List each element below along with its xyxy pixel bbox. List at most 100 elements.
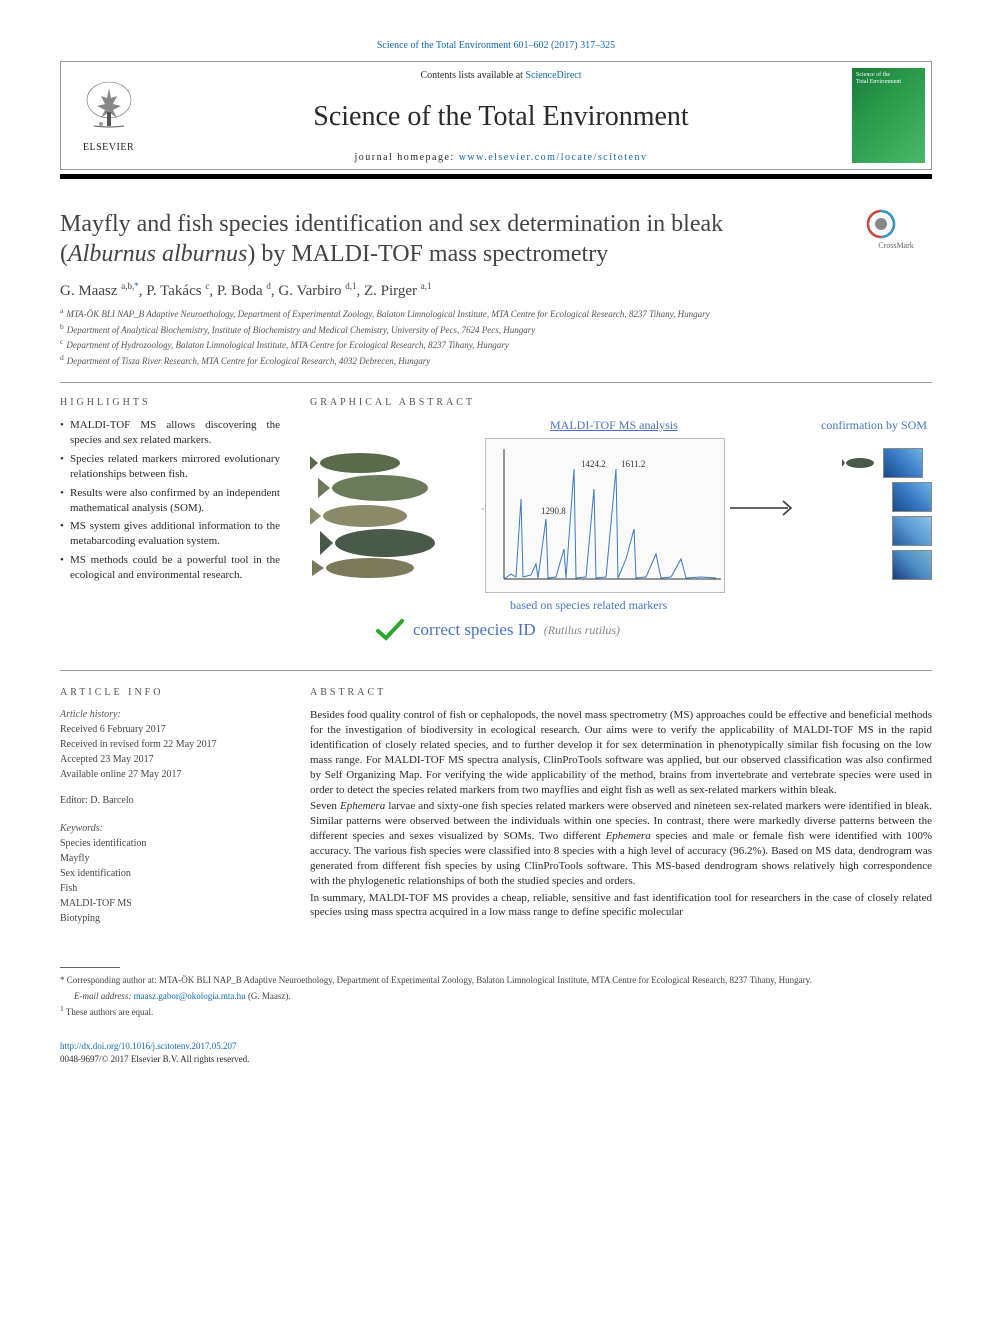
author-5-aff: a,1: [421, 281, 432, 291]
copyright-text: 0048-9697/© 2017 Elsevier B.V. All right…: [60, 1054, 249, 1064]
ga-based-label: based on species related markers: [510, 598, 667, 613]
highlight-item: MS system gives additional information t…: [60, 519, 280, 549]
author-3: P. Boda: [217, 283, 263, 299]
publisher-name: ELSEVIER: [83, 142, 134, 153]
graphical-abstract-heading: GRAPHICAL ABSTRACT: [310, 397, 932, 408]
keyword: Fish: [60, 882, 280, 896]
author-1: G. Maasz: [60, 283, 117, 299]
crossmark-badge[interactable]: CrossMark: [860, 209, 932, 250]
history-revised: Received in revised form 22 May 2017: [60, 738, 280, 752]
abstract-italic: Ephemera: [340, 800, 385, 812]
article-title: Mayfly and fish species identification a…: [60, 209, 840, 269]
homepage-prefix: journal homepage:: [354, 152, 458, 163]
graphical-abstract-figure: MALDI-TOF MS analysis 1290.8 1424.2 1611…: [310, 418, 932, 648]
email-author: (G. Maasz).: [248, 991, 291, 1001]
corresp-star: *: [60, 975, 65, 985]
editor-label: Editor:: [60, 795, 88, 806]
som-map-icon: [892, 516, 932, 546]
ga-som-label: confirmation by SOM: [821, 418, 927, 432]
svg-text:1290.8: 1290.8: [541, 506, 566, 516]
editor-name: D. Barcelo: [90, 795, 133, 806]
ga-maldi-label: MALDI-TOF MS analysis: [550, 418, 678, 433]
author-4: G. Varbiro: [278, 283, 341, 299]
keyword: MALDI-TOF MS: [60, 897, 280, 911]
arrow-icon: [728, 498, 798, 518]
keyword: Biotyping: [60, 912, 280, 926]
equal-sup: 1: [60, 1004, 64, 1013]
ga-correct-label: correct species ID: [413, 620, 536, 640]
doi-link[interactable]: http://dx.doi.org/10.1016/j.scitotenv.20…: [60, 1041, 237, 1051]
highlight-item: Results were also confirmed by an indepe…: [60, 486, 280, 516]
email-link[interactable]: maasz.gabor@okologia.mta.hu: [134, 991, 246, 1001]
highlight-item: MS methods could be a powerful tool in t…: [60, 553, 280, 583]
highlight-item: MALDI-TOF MS allows discovering the spec…: [60, 418, 280, 448]
elsevier-tree-icon: [79, 78, 139, 138]
author-1-aff: a,b,: [121, 281, 134, 291]
affiliations: aMTA-ÖK BLI NAP_B Adaptive Neuroethology…: [60, 306, 932, 383]
aff-b: Department of Analytical Biochemistry, I…: [67, 325, 536, 335]
title-paren: (: [60, 241, 68, 267]
footnote-rule: [60, 967, 120, 968]
som-map-icon: [892, 482, 932, 512]
title-species: Alburnus alburnus: [68, 241, 247, 267]
fish-icon: [842, 456, 877, 471]
fish-icon: [310, 448, 475, 578]
aff-c: Department of Hydrozoology, Balaton Limn…: [66, 340, 508, 350]
corresp-text: Corresponding author at: MTA-ÖK BLI NAP_…: [67, 975, 812, 985]
abstract-italic: Ephemera: [606, 830, 651, 842]
checkmark-icon: [375, 618, 405, 642]
history-online: Available online 27 May 2017: [60, 768, 280, 782]
spectrum-plot-icon: 1290.8 1424.2 1611.2: [486, 439, 726, 594]
ga-fish-group: [310, 448, 475, 578]
sciencedirect-link[interactable]: ScienceDirect: [525, 70, 581, 81]
keyword: Sex identification: [60, 867, 280, 881]
author-2-aff: c: [205, 281, 209, 291]
author-5: Z. Pirger: [364, 283, 417, 299]
ga-spectrum: 1290.8 1424.2 1611.2: [485, 438, 725, 593]
abstract-paragraph: Seven Ephemera larvae and sixty-one fish…: [310, 799, 932, 888]
abstract-paragraph: In summary, MALDI-TOF MS provides a chea…: [310, 891, 932, 921]
abstract-section: ABSTRACT Besides food quality control of…: [310, 687, 932, 927]
publisher-logo: ELSEVIER: [61, 62, 156, 169]
header-center: Contents lists available at ScienceDirec…: [156, 62, 846, 169]
history-subhead: Article history:: [60, 708, 280, 722]
section-divider: [60, 670, 932, 671]
contents-prefix: Contents lists available at: [420, 70, 525, 81]
email-label: E-mail address:: [74, 991, 131, 1001]
graphical-abstract-section: GRAPHICAL ABSTRACT: [310, 397, 932, 648]
highlight-item: Species related markers mirrored evoluti…: [60, 452, 280, 482]
highlights-section: HIGHLIGHTS MALDI-TOF MS allows discoveri…: [60, 397, 280, 648]
svg-text:1611.2: 1611.2: [621, 459, 645, 469]
equal-text: These authors are equal.: [66, 1007, 153, 1017]
abstract-heading: ABSTRACT: [310, 687, 932, 698]
crossmark-label: CrossMark: [878, 241, 914, 250]
history-received: Received 6 February 2017: [60, 723, 280, 737]
crossmark-icon: [866, 209, 926, 239]
journal-cover: Science of the Total Environment: [846, 62, 931, 169]
cover-image: Science of the Total Environment: [852, 68, 925, 163]
article-info-section: ARTICLE INFO Article history: Received 6…: [60, 687, 280, 927]
title-rest: ) by MALDI-TOF mass spectrometry: [247, 241, 608, 267]
journal-title: Science of the Total Environment: [166, 101, 836, 133]
ga-species-latin: (Rutilus rutilus): [544, 623, 620, 638]
abstract-seg: Seven: [310, 800, 340, 812]
aff-a: MTA-ÖK BLI NAP_B Adaptive Neuroethology,…: [66, 309, 709, 319]
author-1-corresp: *: [134, 281, 139, 291]
contents-line: Contents lists available at ScienceDirec…: [166, 70, 836, 81]
author-3-aff: d: [266, 281, 271, 291]
homepage-link[interactable]: www.elsevier.com/locate/scitotenv: [459, 152, 648, 163]
som-map-icon: [883, 448, 923, 478]
som-map-icon: [892, 550, 932, 580]
article-info-heading: ARTICLE INFO: [60, 687, 280, 698]
citation-link[interactable]: Science of the Total Environment 601–602…: [60, 40, 932, 51]
keywords-subhead: Keywords:: [60, 822, 280, 836]
header-divider-bar: [60, 174, 932, 179]
keyword: Mayfly: [60, 852, 280, 866]
footer-bottom: http://dx.doi.org/10.1016/j.scitotenv.20…: [60, 1040, 932, 1067]
svg-text:1424.2: 1424.2: [581, 459, 606, 469]
keyword: Species identification: [60, 837, 280, 851]
footnotes: * Corresponding author at: MTA-ÖK BLI NA…: [60, 974, 932, 1020]
ga-check-row: correct species ID (Rutilus rutilus): [375, 618, 620, 642]
cover-text-2: Total Environment: [856, 79, 921, 86]
cover-text-1: Science of the: [856, 72, 921, 79]
